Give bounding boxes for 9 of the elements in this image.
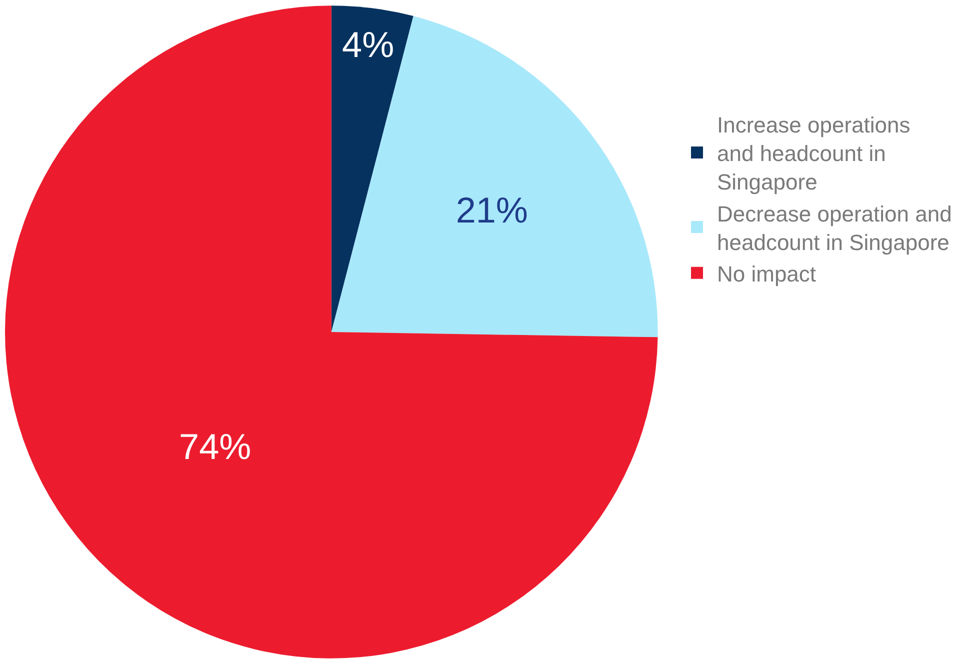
pie-slice — [5, 6, 658, 658]
pie-slice — [331, 6, 414, 332]
data-label: 74% — [179, 426, 252, 467]
data-label: 21% — [456, 189, 528, 230]
legend-label: Increase operations and headcount in Singapore — [717, 112, 910, 195]
legend-label: Decrease operation and headcount in Singapore — [717, 201, 952, 255]
data-label: 4% — [342, 24, 394, 66]
pie-slice — [331, 16, 658, 338]
legend-label: No impact — [717, 261, 816, 286]
